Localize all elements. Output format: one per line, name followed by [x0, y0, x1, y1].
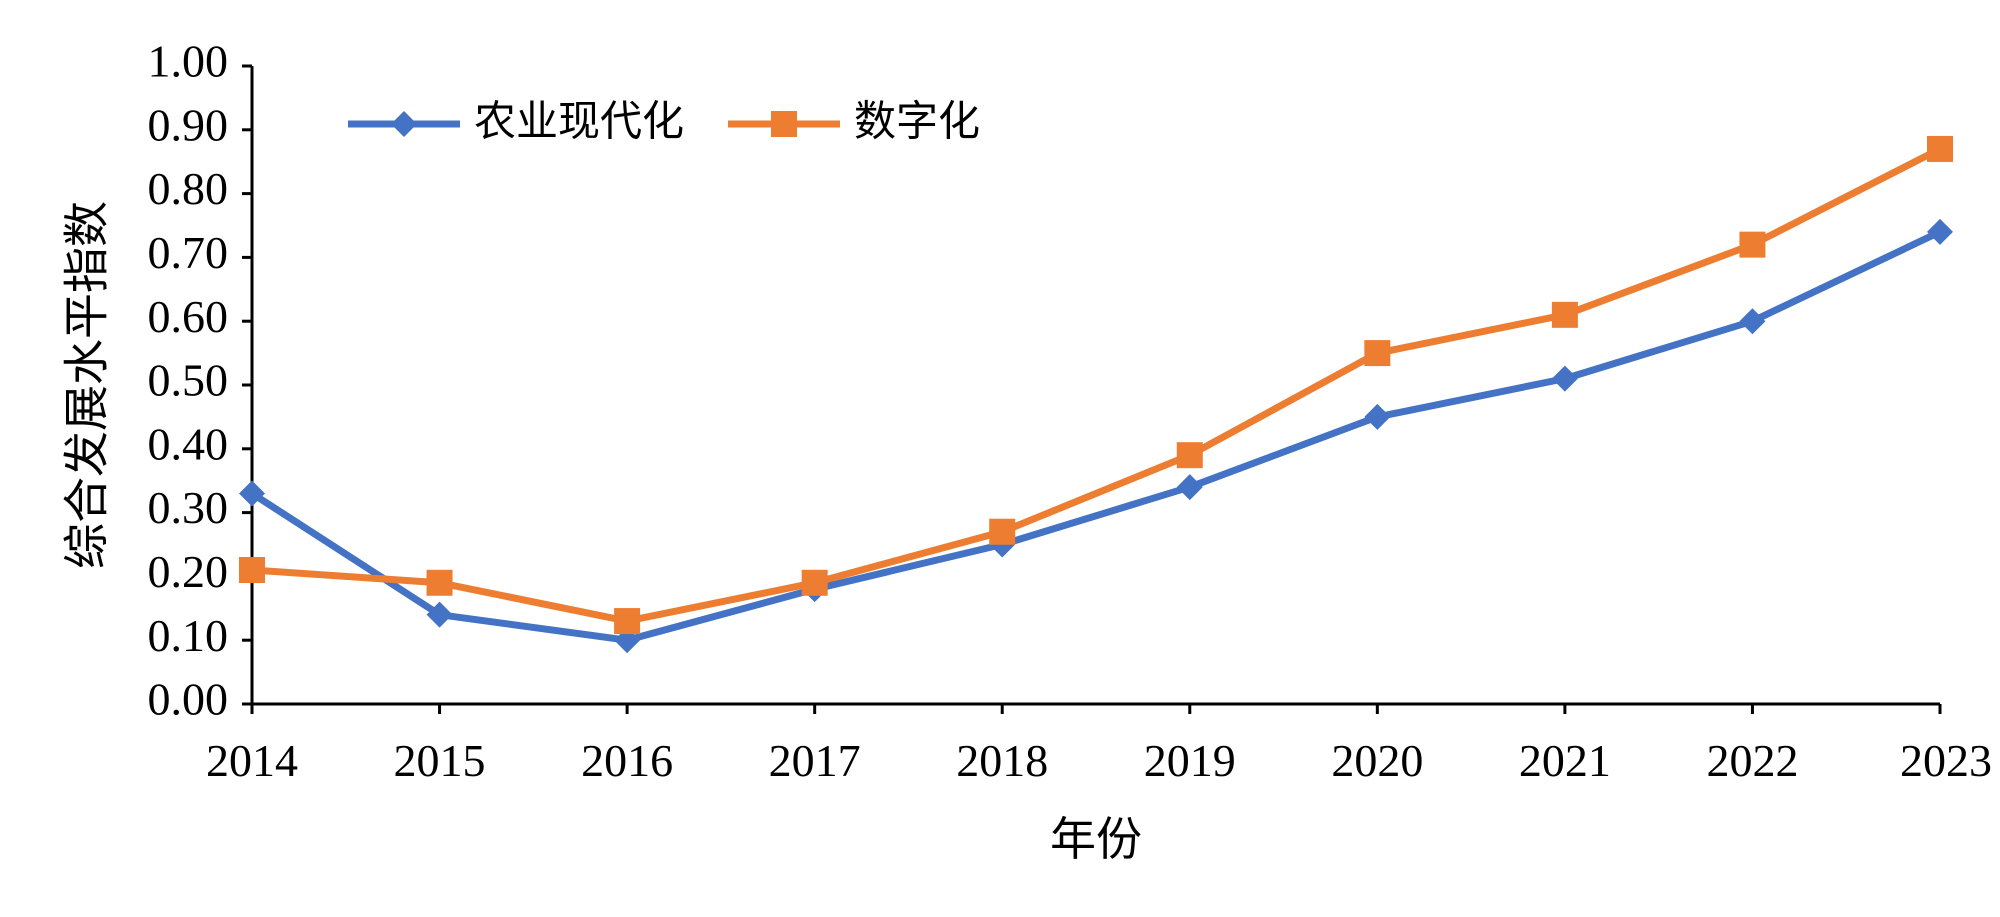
y-axis-title: 综合发展水平指数: [60, 201, 114, 569]
series-2: [239, 135, 1953, 635]
legend-label: 数字化: [854, 97, 980, 146]
y-tick-label: 0.70: [148, 227, 229, 278]
y-tick-label: 0.80: [148, 163, 229, 214]
legend: 农业现代化 数字化: [348, 97, 980, 146]
data-point: [1364, 403, 1391, 430]
series-line: [251, 145, 1942, 625]
data-point: [1739, 231, 1766, 258]
series-line: [250, 228, 1942, 644]
x-tick-label: 2018: [956, 735, 1048, 786]
axes: [250, 66, 1940, 706]
data-point: [1927, 135, 1953, 162]
x-tick-label: 2014: [206, 735, 298, 786]
series-layer: [239, 135, 1953, 654]
data-point: [426, 601, 453, 628]
data-point: [1364, 340, 1391, 367]
y-tick-label: 0.50: [148, 355, 229, 406]
legend-marker: [391, 111, 417, 137]
data-point: [426, 569, 453, 596]
x-tick-label: 2021: [1519, 735, 1611, 786]
y-tick-label: 0.40: [148, 418, 229, 469]
y-tick-label: 0.00: [148, 674, 229, 725]
data-point: [1927, 218, 1953, 245]
data-point: [239, 480, 265, 507]
legend-item: 数字化: [728, 97, 980, 146]
data-point: [1551, 301, 1578, 328]
series-1: [239, 218, 1953, 654]
legend-item: 农业现代化: [348, 97, 684, 146]
y-tick-label: 1.00: [148, 36, 229, 87]
x-tick-label: 2022: [1706, 735, 1798, 786]
x-axis-title: 年份: [1050, 812, 1142, 866]
y-tick-label: 0.10: [148, 610, 229, 661]
x-tick-label: 2020: [1331, 735, 1423, 786]
y-tick-label: 0.30: [148, 482, 229, 533]
data-point: [1551, 365, 1578, 392]
x-tick-label: 2023: [1900, 735, 1992, 786]
data-point: [614, 608, 641, 635]
legend-marker: [771, 111, 797, 137]
data-point: [1176, 474, 1203, 501]
y-tick-label: 0.60: [148, 291, 229, 342]
data-point: [989, 518, 1016, 545]
y-axis-ticks: 0.00 0.10 0.20 0.30 0.40 0.50 0.60 0.70 0.80 0.90…: [148, 36, 252, 725]
x-tick-label: 2016: [581, 735, 673, 786]
x-tick-label: 2015: [394, 735, 486, 786]
x-tick-label: 2019: [1144, 735, 1236, 786]
x-tick-label: 2017: [769, 735, 861, 786]
data-point: [801, 569, 828, 596]
data-point: [1739, 308, 1766, 335]
x-axis-ticks: 2014 2015 2016 2017 2018 2019 2020 2021 2022 2023: [206, 704, 1992, 786]
y-tick-label: 0.20: [148, 546, 229, 597]
data-point: [1176, 442, 1203, 469]
data-point: [239, 557, 265, 584]
legend-label: 农业现代化: [474, 97, 684, 146]
y-tick-label: 0.90: [148, 99, 229, 150]
